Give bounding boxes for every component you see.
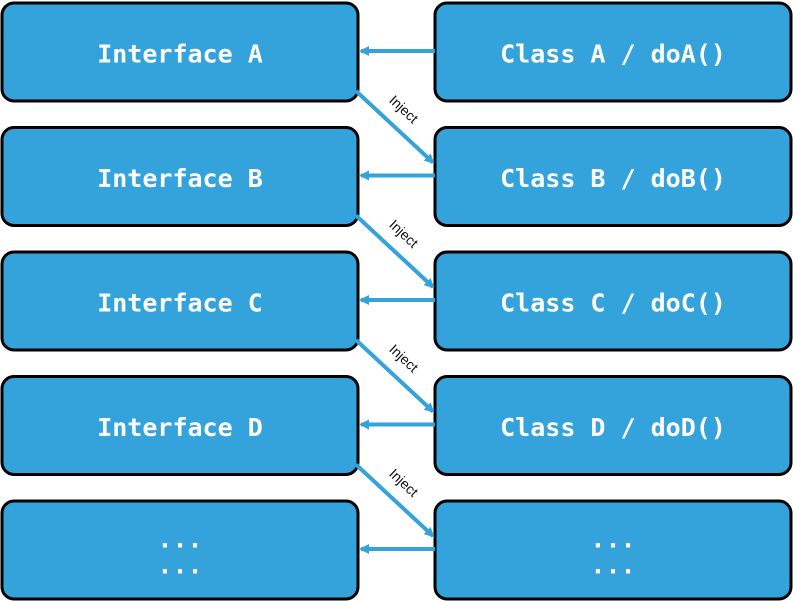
inject-arrow [354,214,435,289]
row-2: Interface B Class B / doB() [0,126,793,227]
class-label: Class D / doD() [500,413,726,442]
interface-label: Interface A [97,40,263,69]
interface-label: ...... [157,525,202,580]
inject-arrow [354,338,435,413]
row-4: Interface D Class D / doD() [0,375,793,476]
interface-label: Interface D [97,413,263,442]
inject-label: Inject [386,341,421,376]
interface-box [0,1,360,103]
interface-box [0,126,360,227]
interface-box [0,375,360,476]
row-1: Interface A Class A / doA() [0,1,793,103]
inject-label: Inject [386,92,421,127]
interface-box [0,250,360,352]
class-label: Class B / doB() [500,164,726,193]
row-3: Interface C Class C / doC() [0,250,793,352]
row-5: ............ [0,499,793,601]
interface-label: Interface B [97,164,263,193]
inject-arrow [354,89,435,164]
inject-arrow [354,463,435,538]
inject-label: Inject [386,216,421,251]
interface-box [0,499,360,601]
class-label: Class A / doA() [500,40,726,69]
inject-label: Inject [386,465,421,500]
class-label: Class C / doC() [500,289,726,318]
interface-label: Interface C [97,289,263,318]
class-label: ...... [590,525,635,580]
